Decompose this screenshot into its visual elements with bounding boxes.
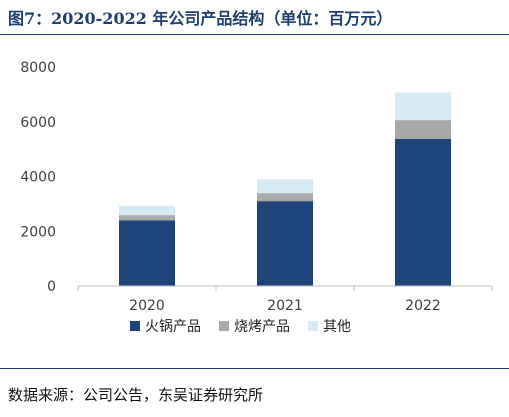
bar-segment-other-2022 bbox=[395, 92, 451, 121]
legend-label-other: 其他 bbox=[323, 319, 351, 335]
stacked-bar-chart: 0 2000 4000 6000 8000 2020 2021 2022 bbox=[20, 60, 493, 310]
bar-segment-bbq-2021 bbox=[257, 193, 313, 202]
bar-segment-hotpot-2022 bbox=[395, 138, 451, 286]
legend-item-other: 其他 bbox=[308, 316, 351, 336]
source-rule bbox=[0, 368, 509, 369]
y-tick-label: 6000 bbox=[20, 115, 56, 131]
x-tick-label: 2022 bbox=[405, 298, 441, 310]
title-rule bbox=[0, 34, 509, 35]
y-tick-label: 2000 bbox=[20, 224, 56, 240]
legend-swatch-hotpot bbox=[130, 321, 140, 331]
legend-label-bbq: 烧烤产品 bbox=[234, 319, 290, 335]
chart-legend: 火锅产品 烧烤产品 其他 bbox=[130, 316, 369, 336]
bar-segment-other-2021 bbox=[257, 179, 313, 194]
legend-item-hotpot: 火锅产品 bbox=[130, 316, 201, 336]
bar-segment-hotpot-2021 bbox=[257, 201, 313, 286]
legend-item-bbq: 烧烤产品 bbox=[219, 316, 290, 336]
legend-swatch-bbq bbox=[219, 321, 229, 331]
bar-segment-bbq-2022 bbox=[395, 120, 451, 139]
bar-segment-hotpot-2020 bbox=[119, 220, 175, 286]
legend-swatch-other bbox=[308, 321, 318, 331]
x-tick-label: 2020 bbox=[129, 298, 165, 310]
figure-title: 图7：2020-2022 年公司产品结构（单位：百万元） bbox=[8, 9, 393, 28]
y-tick-label: 4000 bbox=[20, 170, 56, 186]
y-tick-label: 0 bbox=[47, 279, 56, 295]
source-note: 数据来源：公司公告，东吴证券研究所 bbox=[8, 386, 264, 404]
bar-segment-bbq-2020 bbox=[119, 215, 175, 221]
x-tick-label: 2021 bbox=[267, 298, 303, 310]
y-tick-label: 8000 bbox=[20, 60, 56, 76]
bar-segment-other-2020 bbox=[119, 205, 175, 216]
legend-label-hotpot: 火锅产品 bbox=[145, 319, 201, 335]
